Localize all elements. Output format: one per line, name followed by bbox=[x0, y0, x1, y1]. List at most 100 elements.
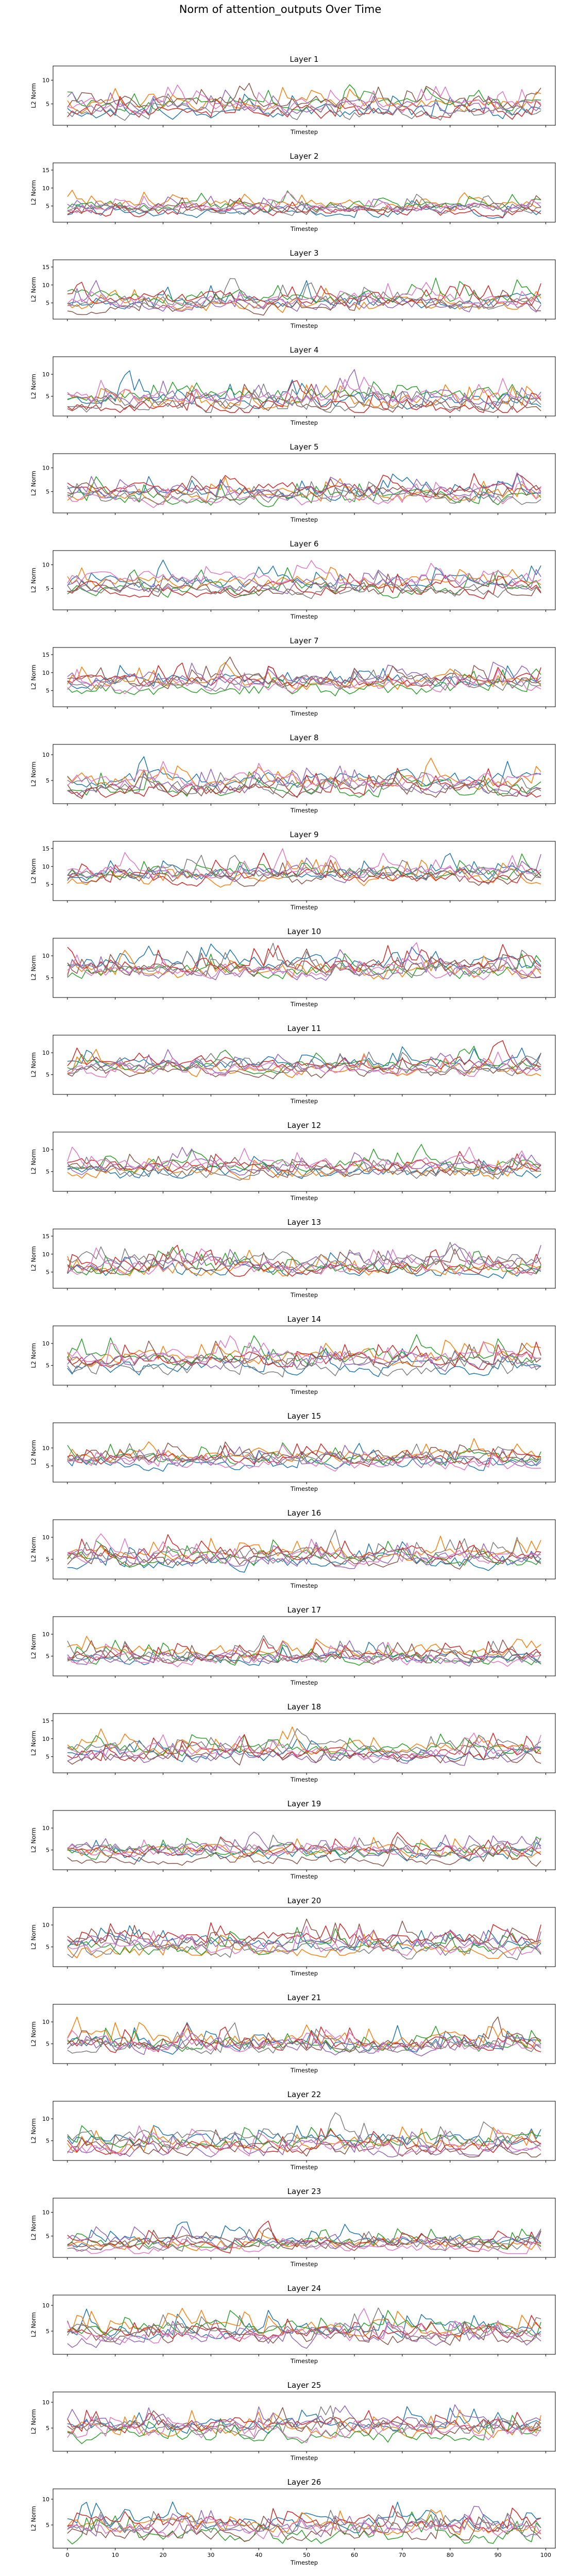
subplot-title: Layer 3 bbox=[290, 248, 318, 258]
series-line-5 bbox=[67, 1741, 541, 1766]
y-axis-label: L2 Norm bbox=[30, 858, 37, 884]
series-line-4 bbox=[67, 1244, 541, 1277]
series-group bbox=[67, 1726, 541, 1766]
series-line-5 bbox=[67, 569, 541, 594]
subplot-layer-1: Layer 1 5 10 L2 Norm Timestep bbox=[30, 55, 556, 136]
series-line-6 bbox=[67, 82, 541, 110]
series-line-7 bbox=[67, 192, 541, 213]
subplot-layer-15: Layer 15 5 10 L2 Norm Timestep bbox=[30, 1411, 556, 1492]
series-line-6 bbox=[67, 1843, 541, 1867]
y-tick-label: 5 bbox=[46, 2233, 49, 2240]
y-tick-label: 5 bbox=[46, 2328, 49, 2335]
y-tick-label: 10 bbox=[42, 1825, 49, 1832]
axes-frame bbox=[53, 1616, 556, 1676]
series-line-7 bbox=[67, 1733, 541, 1760]
subplot-layer-8: Layer 8 5 10 L2 Norm Timestep bbox=[30, 733, 556, 814]
series-group bbox=[67, 1144, 541, 1181]
series-line-8 bbox=[67, 481, 541, 505]
axes-frame bbox=[53, 1519, 556, 1580]
axes-frame bbox=[53, 1325, 556, 1386]
y-tick-label: 10 bbox=[42, 1445, 49, 1452]
axes-frame bbox=[53, 550, 556, 610]
series-line-2 bbox=[67, 567, 541, 590]
subplot-layer-6: Layer 6 5 10 L2 Norm Timestep bbox=[30, 539, 556, 620]
series-line-6 bbox=[67, 2129, 541, 2157]
series-line-6 bbox=[67, 2016, 541, 2053]
y-axis-label: L2 Norm bbox=[30, 83, 37, 108]
y-tick-label: 10 bbox=[42, 185, 49, 192]
series-line-6 bbox=[67, 1918, 541, 1950]
axes-frame bbox=[53, 2295, 556, 2355]
series-line-3 bbox=[67, 1733, 541, 1756]
y-tick-label: 15 bbox=[42, 845, 49, 852]
series-line-7 bbox=[67, 1444, 541, 1472]
series-line-2 bbox=[67, 662, 541, 690]
y-axis-label: L2 Norm bbox=[30, 1924, 37, 1950]
subplot-layer-22: Layer 22 5 10 L2 Norm Timestep bbox=[30, 2090, 556, 2171]
y-tick-label: 5 bbox=[46, 688, 49, 694]
series-line-7 bbox=[67, 481, 541, 508]
subplot-layer-12: Layer 12 5 10 L2 Norm Timestep bbox=[30, 1121, 556, 1202]
series-line-1 bbox=[67, 2501, 541, 2533]
x-tick-label: 80 bbox=[447, 2552, 454, 2558]
axes-frame bbox=[53, 2004, 556, 2064]
subplot-title: Layer 4 bbox=[290, 345, 318, 355]
series-line-2 bbox=[67, 1636, 541, 1658]
y-tick-label: 5 bbox=[46, 1463, 49, 1470]
subplot-layer-4: Layer 4 5 10 L2 Norm Timestep bbox=[30, 345, 556, 426]
series-line-2 bbox=[67, 2509, 541, 2535]
series-line-8 bbox=[67, 383, 541, 413]
y-tick-label: 5 bbox=[46, 777, 49, 784]
series-line-8 bbox=[67, 770, 541, 795]
x-axis-label: Timestep bbox=[290, 613, 318, 620]
subplot-title: Layer 24 bbox=[287, 2284, 321, 2293]
y-axis-label: L2 Norm bbox=[30, 277, 37, 302]
series-line-4 bbox=[67, 95, 541, 120]
series-line-3 bbox=[67, 2511, 541, 2545]
x-axis-label: Timestep bbox=[290, 1873, 318, 1880]
series-line-5 bbox=[67, 369, 541, 406]
subplot-layer-20: Layer 20 5 10 L2 Norm Timestep bbox=[30, 1896, 556, 1977]
y-tick-label: 5 bbox=[46, 1269, 49, 1276]
series-line-6 bbox=[67, 1441, 541, 1464]
series-line-5 bbox=[67, 854, 541, 884]
x-axis-label: Timestep bbox=[290, 2454, 318, 2462]
y-tick-label: 10 bbox=[42, 1050, 49, 1056]
series-line-5 bbox=[67, 949, 541, 981]
series-line-3 bbox=[67, 668, 541, 696]
series-group bbox=[67, 1438, 541, 1472]
series-line-5 bbox=[67, 1542, 541, 1569]
subplot-title: Layer 1 bbox=[290, 55, 318, 64]
series-line-7 bbox=[67, 2125, 541, 2156]
series-line-8 bbox=[67, 1834, 541, 1857]
x-tick-label: 70 bbox=[399, 2552, 406, 2558]
series-line-2 bbox=[67, 87, 541, 113]
y-tick-label: 5 bbox=[46, 882, 49, 888]
series-line-8 bbox=[67, 93, 541, 121]
series-line-1 bbox=[67, 943, 541, 970]
series-line-1 bbox=[67, 1443, 541, 1472]
y-axis-label: L2 Norm bbox=[30, 2312, 37, 2337]
subplot-layer-23: Layer 23 5 10 L2 Norm Timestep bbox=[30, 2187, 556, 2268]
series-line-5 bbox=[67, 2404, 541, 2434]
x-axis-label: Timestep bbox=[290, 225, 318, 232]
subplot-title: Layer 17 bbox=[287, 1605, 321, 1615]
series-line-7 bbox=[67, 2416, 541, 2444]
series-line-6 bbox=[67, 862, 541, 887]
y-tick-label: 10 bbox=[42, 953, 49, 959]
y-tick-label: 5 bbox=[46, 2041, 49, 2048]
x-axis-label: Timestep bbox=[290, 2067, 318, 2074]
series-line-2 bbox=[67, 1339, 541, 1367]
y-tick-label: 5 bbox=[46, 1362, 49, 1369]
y-tick-label: 15 bbox=[42, 1233, 49, 1240]
subplot-layer-21: Layer 21 5 10 L2 Norm Timestep bbox=[30, 1993, 556, 2074]
x-axis-label: Timestep bbox=[290, 1582, 318, 1589]
y-tick-label: 5 bbox=[46, 1653, 49, 1660]
series-line-4 bbox=[67, 2409, 541, 2434]
subplot-title: Layer 25 bbox=[287, 2381, 321, 2390]
y-tick-label: 5 bbox=[46, 1169, 49, 1175]
x-tick-label: 10 bbox=[112, 2552, 119, 2558]
series-group bbox=[67, 2112, 541, 2157]
subplot-title: Layer 19 bbox=[287, 1799, 321, 1808]
series-line-7 bbox=[67, 2237, 541, 2254]
